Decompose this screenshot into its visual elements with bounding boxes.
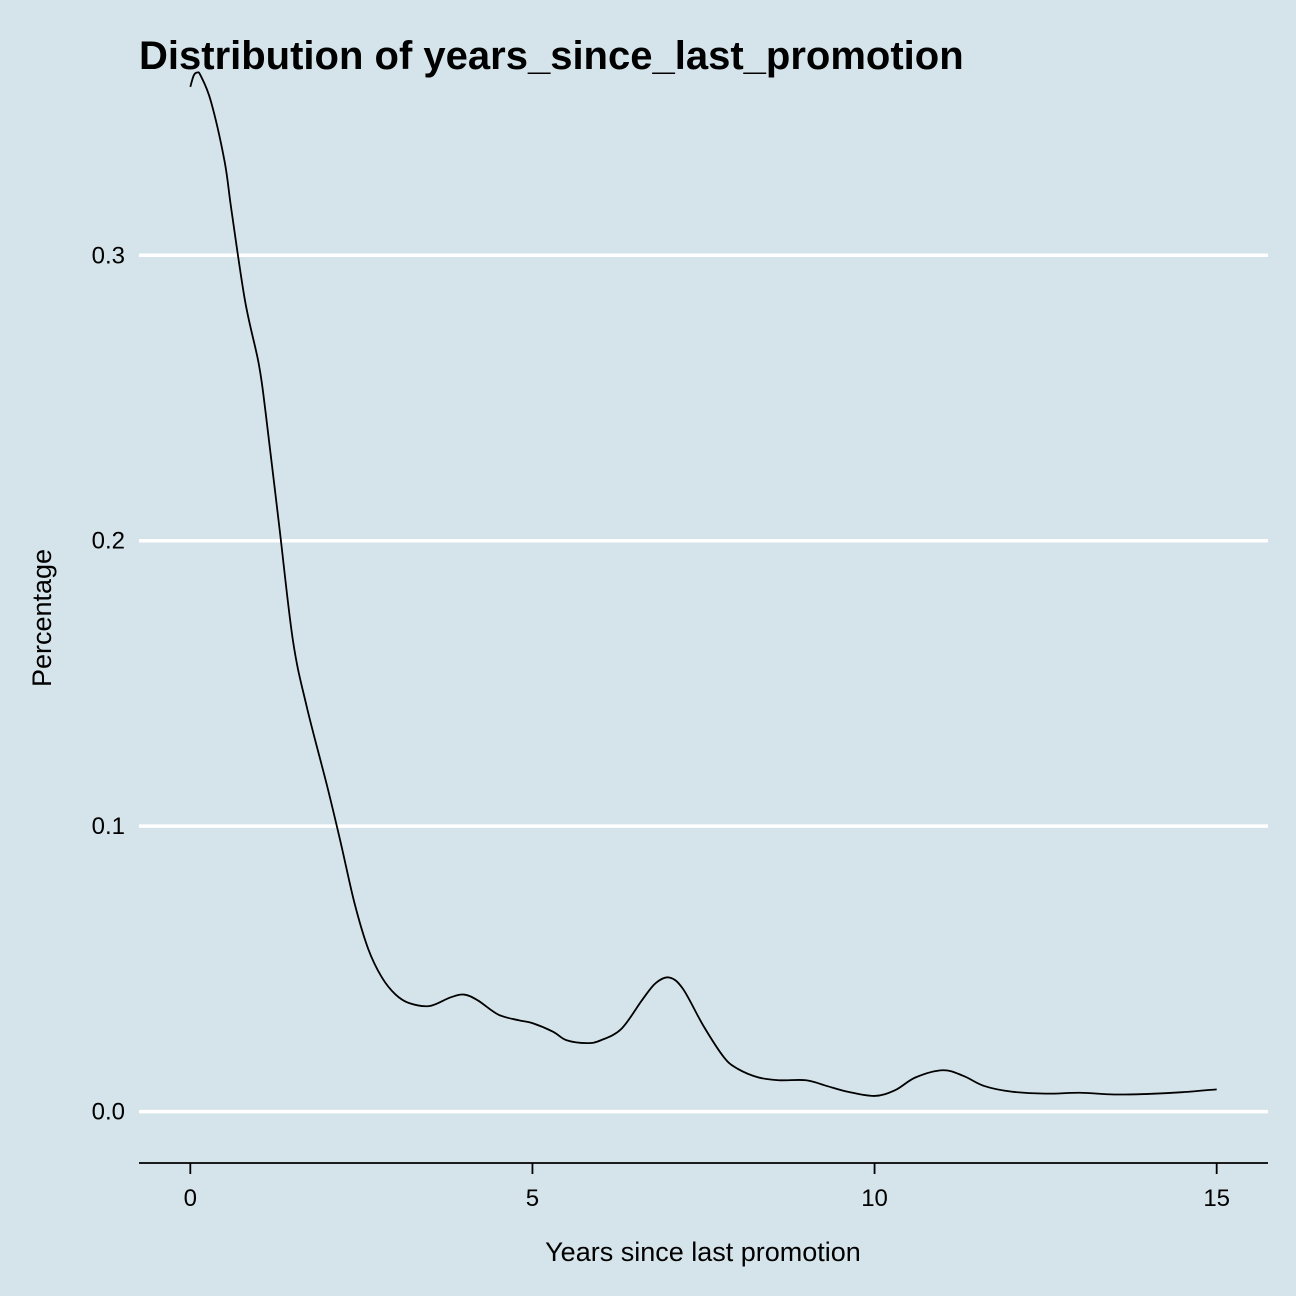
y-axis-ticks: 0.0 0.1 0.2 0.3 bbox=[92, 242, 125, 1125]
x-axis-title: Years since last promotion bbox=[545, 1237, 861, 1267]
density-line bbox=[189, 71, 1217, 1097]
x-tick-label: 0 bbox=[184, 1185, 197, 1212]
gridlines bbox=[139, 253, 1268, 1114]
x-tick-label: 15 bbox=[1203, 1185, 1230, 1212]
y-tick-label: 0.3 bbox=[92, 242, 125, 269]
y-tick-label: 0.0 bbox=[92, 1099, 125, 1126]
y-axis-title: Percentage bbox=[27, 549, 57, 687]
x-tick-label: 5 bbox=[526, 1185, 539, 1212]
y-tick-label: 0.1 bbox=[92, 813, 125, 840]
x-tick-label: 10 bbox=[861, 1185, 888, 1212]
chart-title: Distribution of years_since_last_promoti… bbox=[139, 34, 964, 78]
x-axis-ticks: 0 5 10 15 bbox=[184, 1163, 1230, 1212]
y-tick-label: 0.2 bbox=[92, 528, 125, 555]
